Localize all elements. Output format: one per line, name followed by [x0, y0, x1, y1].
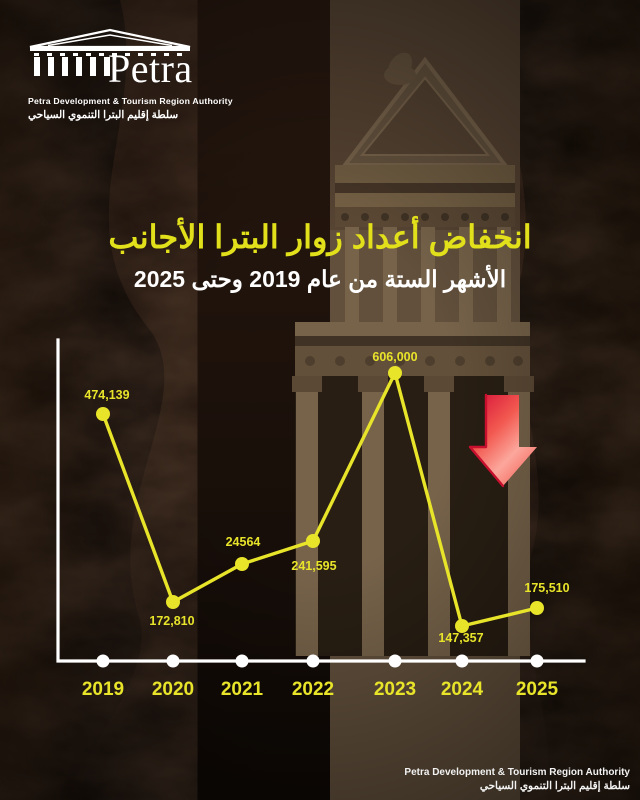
- svg-text:2024: 2024: [441, 679, 484, 700]
- svg-text:2025: 2025: [516, 679, 559, 700]
- svg-text:2019: 2019: [82, 679, 124, 700]
- svg-text:606,000: 606,000: [372, 350, 417, 364]
- svg-text:24564: 24564: [226, 535, 261, 549]
- svg-text:2022: 2022: [292, 679, 334, 700]
- svg-text:2020: 2020: [152, 679, 194, 700]
- svg-text:241,595: 241,595: [291, 559, 336, 573]
- svg-text:172,810: 172,810: [149, 614, 194, 628]
- svg-text:175,510: 175,510: [524, 581, 569, 595]
- svg-text:474,139: 474,139: [84, 388, 129, 402]
- svg-text:2023: 2023: [374, 679, 416, 700]
- svg-text:2021: 2021: [221, 679, 264, 700]
- svg-text:147,357: 147,357: [438, 631, 483, 645]
